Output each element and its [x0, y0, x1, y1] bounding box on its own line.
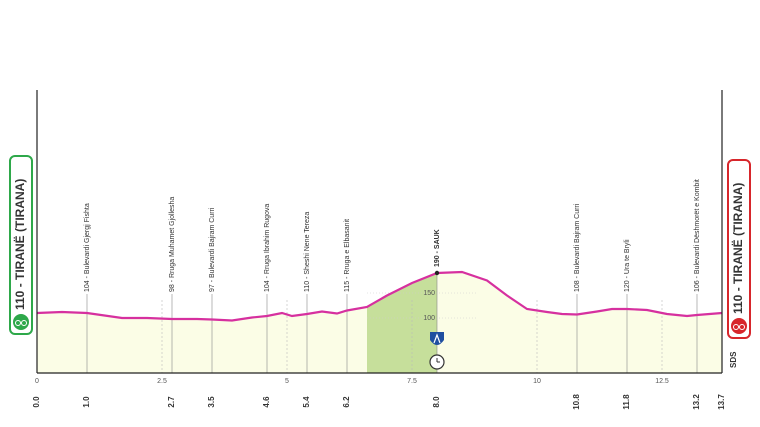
finish-label: 110 - TIRANË (TIRANA)	[730, 183, 745, 314]
start-icon-wheel	[15, 320, 21, 326]
finish-icon-wheel	[733, 324, 739, 330]
summit-dot	[434, 270, 440, 276]
finish-box	[727, 159, 751, 339]
km-label: 11.8	[622, 394, 631, 410]
km-label: 13.2	[692, 394, 701, 410]
waypoint-label: 110 - Sheshi Nene Tereza	[304, 212, 311, 292]
credit: SDS	[729, 351, 738, 368]
finish-icon-wheel	[739, 324, 745, 330]
km-label: 2.7	[167, 396, 176, 408]
x-tick-label: 2.5	[157, 378, 167, 385]
km-label: 3.5	[207, 396, 216, 408]
km-label: 13.7	[717, 394, 726, 410]
profile-line	[36, 270, 723, 322]
y-tick-label: 150	[423, 290, 435, 297]
waypoint-label: 120 - Ura te Bryli	[624, 239, 631, 292]
x-tick-label: 12.5	[655, 378, 669, 385]
x-tick-label: 7.5	[407, 378, 417, 385]
finish-icon	[731, 318, 747, 334]
x-tick-label: 5	[285, 378, 289, 385]
km-label: 1.0	[82, 396, 91, 408]
start-icon	[13, 314, 29, 330]
km-label: 10.8	[572, 394, 581, 410]
kom-icon-mark	[433, 333, 441, 344]
waypoint-label: 104 - Bulevardi Gjergj Fishta	[84, 203, 91, 292]
waypoint-label: 115 - Rruga e Elbasanit	[344, 219, 351, 292]
km-label: 8.0	[432, 396, 441, 408]
waypoint-label: 106 - Bulevardi Dëshmorët e Kombit	[694, 179, 701, 292]
waypoint-label: 97 - Bulevardi Bajram Curri	[209, 207, 216, 292]
km-label: 5.4	[302, 396, 311, 408]
x-tick-label: 10	[533, 378, 541, 385]
y-tick-label: 100	[423, 315, 435, 322]
x-tick-label: 0	[35, 378, 39, 385]
start-icon-wheel	[21, 320, 27, 326]
km-label: 6.2	[342, 396, 351, 408]
kom-icon	[430, 332, 444, 345]
km-label: 4.6	[262, 396, 271, 408]
waypoint-label: 104 - Rruga Ibrahim Rugova	[264, 204, 271, 292]
start-label: 110 - TIRANË (TIRANA)	[12, 179, 27, 310]
waypoint-label: 190 - SAUK	[434, 229, 441, 267]
waypoint-label: 108 - Bulevardi Bajram Curri	[574, 203, 581, 292]
waypoint-label: 98 - Rruga Muhamet Gjollesha	[169, 197, 176, 292]
start-box	[9, 155, 33, 335]
km-label: 0.0	[32, 396, 41, 408]
plot	[36, 270, 723, 373]
